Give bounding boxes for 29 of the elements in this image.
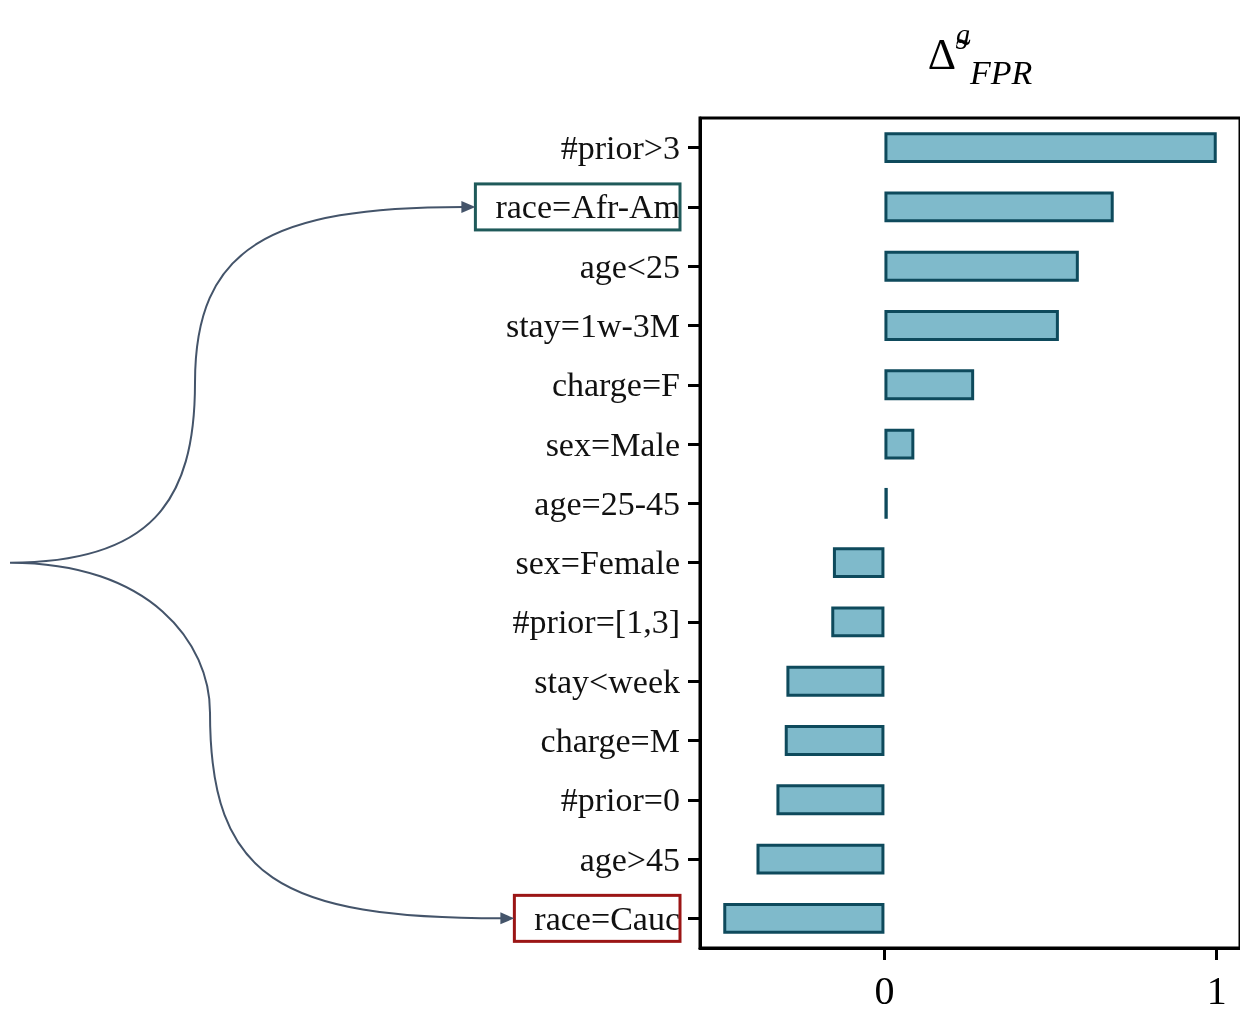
y-tick-label: charge=M [540,722,680,759]
bar [884,310,1059,341]
bar [884,250,1079,282]
bar [756,843,885,875]
bar [884,369,975,401]
x-tick-label: 0 [874,967,895,1013]
bar [723,902,885,934]
y-tick-label: charge=F [551,366,680,404]
y-tick-label: race=Afr-Am [495,188,680,226]
y-tick-label: age>45 [579,840,680,878]
bar [884,191,1114,223]
x-tick-label: 1 [1206,967,1227,1013]
bar [831,606,885,638]
y-tick-label: #prior>3 [560,129,680,167]
y-tick-label: stay<week [534,662,680,700]
y-tick-label: #prior=[1,3] [512,603,680,641]
bar [786,665,885,697]
y-tick-label: stay=1w-3M [505,307,680,344]
bar [884,428,915,460]
bar [832,547,885,579]
bar [776,784,885,816]
y-tick-label: age=25-45 [534,484,680,522]
y-tick-label: sex=Female [515,544,680,582]
y-tick-label: sex=Male [545,425,680,463]
bar [884,132,1217,164]
y-tick-label: #prior=0 [560,781,680,819]
bar [784,725,885,756]
y-tick-label: age<25 [579,247,680,285]
y-tick-label: race=Cauc [534,899,680,937]
